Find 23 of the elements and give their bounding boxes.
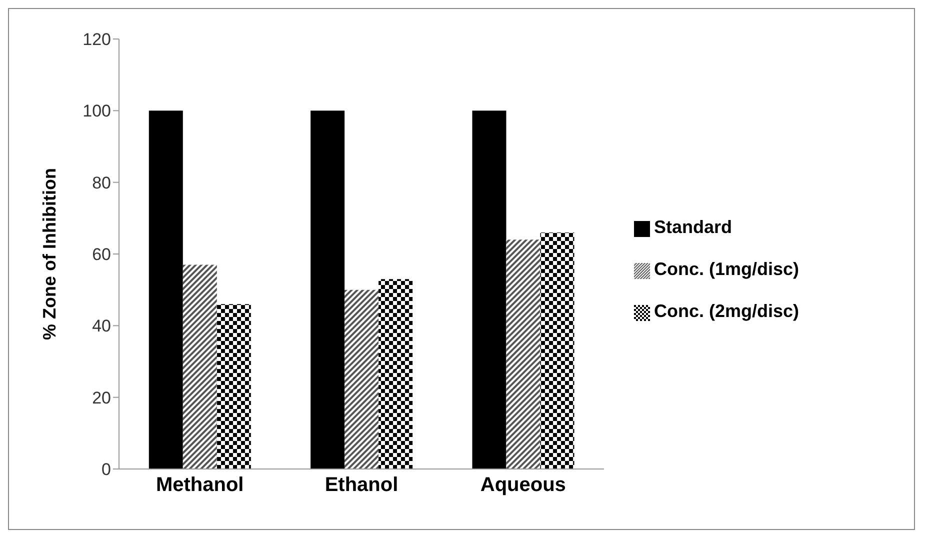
bar	[506, 240, 540, 469]
x-tick-label: Methanol	[156, 474, 244, 496]
x-tick-label: Aqueous	[480, 474, 566, 496]
legend-label: Conc. (2mg/disc)	[654, 301, 800, 321]
bar	[378, 279, 413, 469]
y-tick-label: 120	[82, 30, 111, 50]
bar	[344, 290, 379, 469]
legend-label: Standard	[654, 217, 732, 237]
y-tick-label: 80	[92, 173, 111, 192]
y-tick-label: 60	[92, 245, 111, 264]
y-axis-title: % Zone of Inhibition	[39, 168, 60, 340]
y-tick-label: 0	[102, 460, 111, 480]
bar	[310, 110, 345, 469]
bar	[216, 304, 251, 469]
y-tick-label: 100	[82, 102, 111, 121]
bar	[540, 232, 574, 469]
bar	[182, 264, 217, 469]
bar	[472, 110, 506, 469]
x-tick-label: Ethanol	[324, 474, 398, 496]
legend-label: Conc. (1mg/disc)	[654, 259, 800, 279]
y-tick-label: 40	[92, 316, 111, 336]
y-tick-label: 20	[92, 388, 111, 408]
bar	[148, 110, 183, 469]
